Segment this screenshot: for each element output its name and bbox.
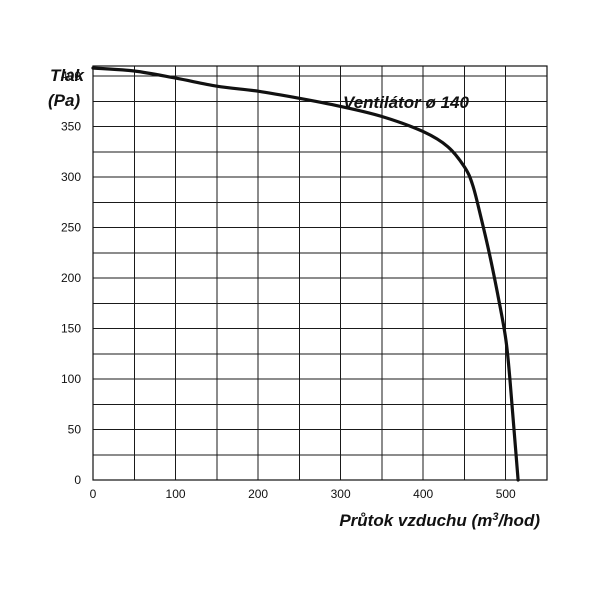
y-axis-title-line1: Tlak xyxy=(50,66,86,85)
y-tick-label: 0 xyxy=(74,473,81,487)
y-axis-title-line2: (Pa) xyxy=(48,91,80,110)
x-axis-title-superscript: 3 xyxy=(492,511,498,523)
x-tick-label: 300 xyxy=(331,487,351,501)
x-axis-title-end: /hod) xyxy=(497,511,540,530)
pressure-flow-curve xyxy=(91,66,520,482)
y-tick-label: 150 xyxy=(61,322,81,336)
tick-labels: 0 100 200 300 400 500 0 50 100 150 200 250 300 350 400 xyxy=(61,69,516,501)
y-tick-label: 100 xyxy=(61,372,81,386)
y-tick-label: 400 xyxy=(61,69,81,83)
y-tick-label: 250 xyxy=(61,221,81,235)
y-tick-label: 350 xyxy=(61,120,81,134)
grid xyxy=(92,66,548,481)
x-tick-label: 200 xyxy=(248,487,268,501)
y-tick-label: 50 xyxy=(68,423,82,437)
x-axis-title: Průtok vzduchu (m3/hod) xyxy=(339,511,540,530)
plot-area-border xyxy=(92,65,548,481)
chart-annotation: Ventilátor ø 140 xyxy=(343,93,470,112)
y-tick-label: 200 xyxy=(61,271,81,285)
y-tick-label: 300 xyxy=(61,170,81,184)
x-tick-label: 100 xyxy=(166,487,186,501)
x-tick-label: 400 xyxy=(413,487,433,501)
x-tick-label: 500 xyxy=(496,487,516,501)
x-axis-title-main: Průtok vzduchu (m xyxy=(339,511,492,530)
x-tick-label: 0 xyxy=(90,487,97,501)
